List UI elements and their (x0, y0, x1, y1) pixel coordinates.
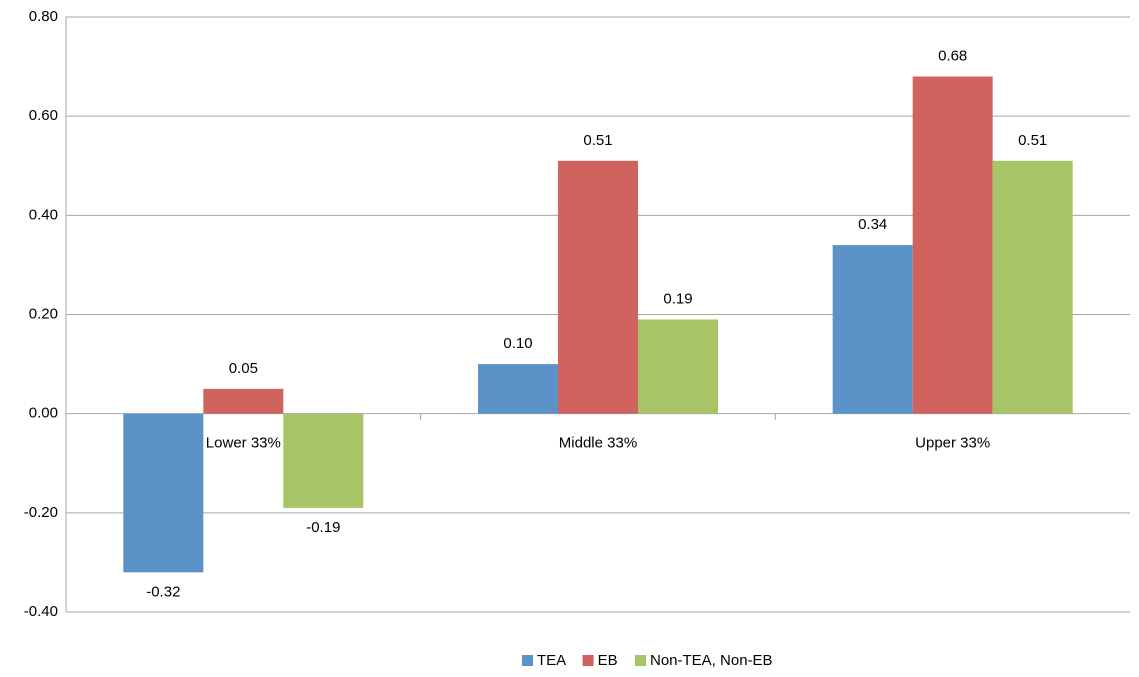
legend-swatch (635, 655, 646, 666)
legend-label: TEA (537, 652, 566, 669)
bar (638, 319, 718, 414)
value-label: 0.51 (1018, 132, 1047, 149)
y-tick-label: 0.00 (29, 405, 58, 422)
bar (832, 245, 913, 414)
bar (283, 413, 364, 508)
value-label: 0.05 (229, 360, 258, 377)
legend-swatch (582, 655, 594, 666)
y-tick-label: 0.20 (29, 305, 58, 322)
x-tick-label: Middle 33% (559, 435, 637, 452)
y-tick-label: -0.20 (24, 504, 58, 521)
value-label: -0.32 (146, 583, 180, 600)
y-tick-label: -0.40 (24, 603, 58, 620)
bar (992, 160, 1073, 414)
legend-label: EB (598, 652, 618, 669)
legend-swatch (522, 655, 533, 666)
legend-label: Non-TEA, Non-EB (650, 652, 773, 669)
bar (912, 76, 993, 414)
value-label: 0.51 (583, 132, 612, 149)
x-tick-label: Upper 33% (915, 435, 990, 452)
value-label: 0.68 (938, 47, 967, 64)
bar (123, 413, 204, 573)
value-label: 0.34 (858, 216, 887, 233)
bar (558, 160, 638, 414)
y-tick-label: 0.80 (29, 8, 58, 25)
y-tick-label: 0.40 (29, 206, 58, 223)
value-label: 0.10 (503, 335, 532, 352)
y-tick-label: 0.60 (29, 107, 58, 124)
value-label: -0.19 (306, 519, 340, 536)
value-label: 0.19 (663, 290, 692, 307)
x-tick-label: Lower 33% (206, 435, 281, 452)
bar (203, 388, 284, 414)
bar (478, 364, 558, 414)
